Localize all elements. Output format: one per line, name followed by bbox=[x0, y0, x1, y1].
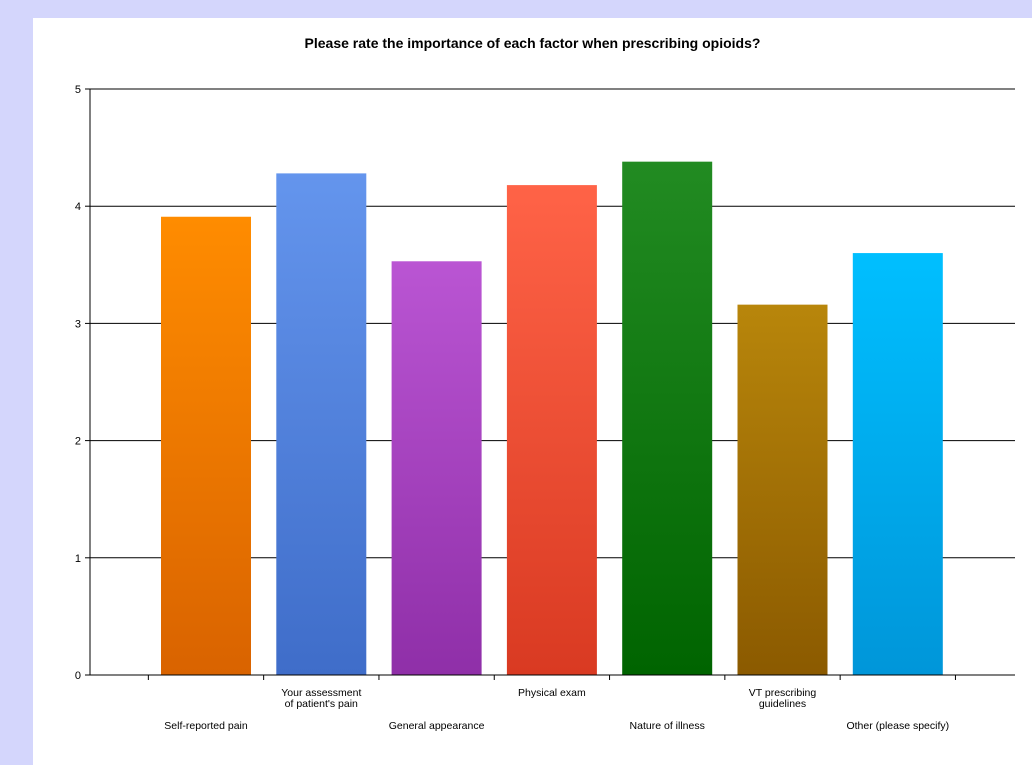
x-category-label: Nature of illness bbox=[630, 720, 705, 732]
bar-chart: 0 1 2 3 4 5 Self-reported pain Your assessmento… bbox=[75, 84, 1015, 732]
x-category-label: VT prescribing bbox=[749, 687, 817, 699]
bars bbox=[161, 161, 943, 676]
tick-labels: 0 1 2 3 4 5 Self-reported pain Your assessmento… bbox=[75, 84, 949, 732]
x-category-label: Other (please specify) bbox=[846, 720, 949, 732]
chart-title: Please rate the importance of each facto… bbox=[304, 35, 761, 51]
y-tick-label: 1 bbox=[75, 553, 81, 565]
y-tick-label: 5 bbox=[75, 84, 81, 96]
chart-panel: Please rate the importance of each facto… bbox=[33, 18, 1032, 765]
y-tick-label: 2 bbox=[75, 436, 81, 448]
bar-nature-of-illness bbox=[622, 161, 713, 675]
bar-self-reported-pain bbox=[161, 216, 251, 676]
x-category-label: Physical exam bbox=[518, 687, 586, 699]
bar-physical-exam bbox=[506, 185, 597, 675]
bar-your-assessment-of-patient-s-pain bbox=[276, 173, 367, 675]
bar-other-please-specify bbox=[852, 253, 943, 675]
y-tick-label: 3 bbox=[75, 318, 81, 330]
y-tick-label: 0 bbox=[75, 670, 81, 682]
y-tick-label: 4 bbox=[75, 201, 81, 213]
x-category-label: of patient's pain bbox=[285, 698, 358, 710]
bar-vt-prescribing-guidelines bbox=[737, 304, 828, 675]
x-category-label: guidelines bbox=[759, 698, 806, 710]
bar-general-appearance bbox=[391, 261, 482, 675]
x-category-label: Self-reported pain bbox=[164, 720, 248, 732]
x-category-label: General appearance bbox=[389, 720, 485, 732]
x-category-label: Your assessment bbox=[281, 687, 361, 699]
axes bbox=[85, 88, 1015, 680]
